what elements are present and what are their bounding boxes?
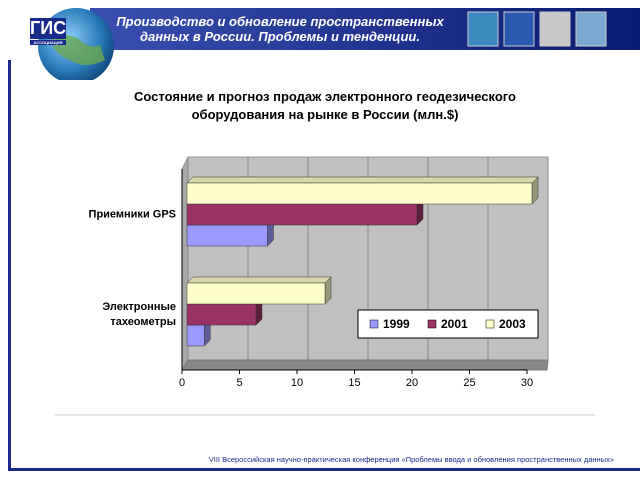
legend-swatch	[369, 319, 379, 329]
bar-face	[186, 303, 257, 326]
bar	[186, 276, 332, 305]
floor	[181, 359, 549, 371]
y-tick-label: Электронные тахеометры	[102, 301, 176, 328]
legend-box	[357, 309, 539, 339]
legend-label: 2003	[499, 317, 526, 331]
bar	[186, 176, 539, 205]
bar-face	[186, 224, 268, 247]
x-tick-label: 20	[406, 377, 418, 389]
x-tick-label: 10	[291, 377, 303, 389]
header-title: Производство и обновление пространственн…	[116, 14, 444, 44]
x-tick-label: 15	[348, 377, 360, 389]
legend-swatch	[485, 319, 495, 329]
x-tick-label: 0	[179, 377, 185, 389]
legend-label: 1999	[383, 317, 410, 331]
icon	[575, 11, 607, 47]
logo: ГИС	[30, 18, 67, 39]
bottom-rule	[8, 468, 640, 471]
y-tick-label: Приемники GPS	[88, 208, 176, 221]
legend-swatch	[427, 319, 437, 329]
bar-face	[186, 203, 418, 226]
footer: VIII Всероссийская научно-практическая к…	[208, 455, 614, 464]
bar-top	[186, 276, 332, 284]
left-rule	[8, 60, 11, 470]
icon	[539, 11, 571, 47]
icon	[503, 11, 535, 47]
legend-label: 2001	[441, 317, 468, 331]
logo-caption: АССОЦИАЦИЯ	[30, 40, 66, 45]
bar-face	[186, 324, 205, 347]
x-tick-label: 5	[236, 377, 242, 389]
icon	[467, 11, 499, 47]
bar-top	[186, 176, 539, 184]
x-tick-label: 30	[521, 377, 533, 389]
chart-title: Состояние и прогноз продаж электронного …	[134, 89, 516, 122]
x-tick-label: 25	[463, 377, 475, 389]
bar-face	[186, 282, 326, 305]
bar-face	[186, 182, 533, 205]
